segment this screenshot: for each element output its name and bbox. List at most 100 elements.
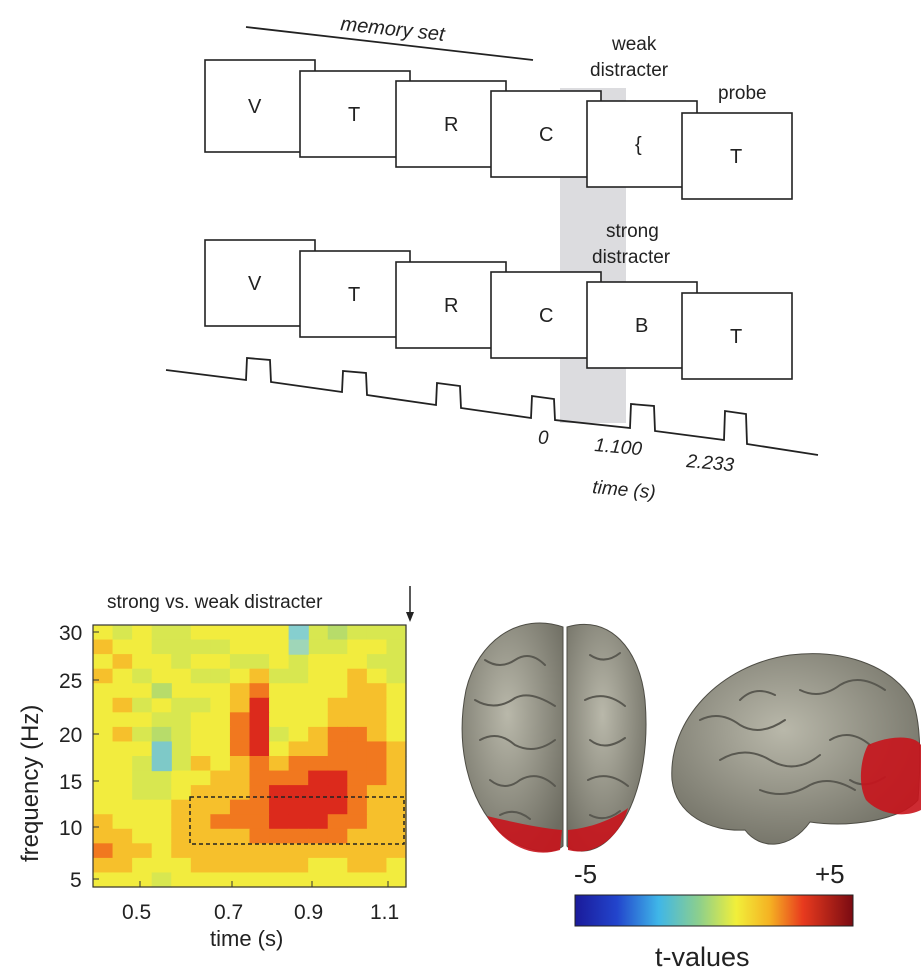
heatmap-cell xyxy=(229,625,251,641)
heatmap-cell xyxy=(249,814,270,830)
heatmap-cell xyxy=(93,668,114,684)
y-tick-label: 25 xyxy=(59,670,82,693)
heatmap-cell xyxy=(347,625,368,641)
heatmap-cell xyxy=(347,799,368,815)
heatmap-cell xyxy=(112,712,133,728)
heatmap-cell xyxy=(132,857,153,874)
heatmap-cell xyxy=(249,785,270,801)
heatmap-cell xyxy=(249,639,270,655)
heatmap-cell xyxy=(249,726,270,743)
heatmap-cell xyxy=(308,668,329,684)
heatmap-cell xyxy=(151,814,172,830)
heatmap-cell xyxy=(308,712,329,728)
heatmap-cell xyxy=(366,857,388,874)
heatmap-cell xyxy=(93,843,114,859)
heatmap-cell xyxy=(132,843,153,859)
heatmap-cell xyxy=(210,625,231,641)
heatmap-cell xyxy=(229,843,251,859)
heatmap-cell xyxy=(327,654,348,670)
colorbar: -5 +5 t-values xyxy=(574,859,854,972)
heatmap-cell xyxy=(229,799,251,815)
heatmap-cell xyxy=(93,857,114,874)
heatmap-cell xyxy=(288,668,309,684)
heatmap-cell xyxy=(288,639,309,655)
heatmap-cell xyxy=(210,770,231,786)
heatmap-cell xyxy=(171,683,192,699)
heatmap-cell xyxy=(190,756,211,772)
heatmap-cell xyxy=(366,785,388,801)
heatmap-cell xyxy=(386,639,407,655)
heatmap-cell xyxy=(229,683,251,699)
heatmap-cell xyxy=(366,799,388,815)
brain-top-view xyxy=(461,622,647,853)
weak-distracter-label-1: weak xyxy=(611,34,657,55)
heatmap-cell xyxy=(366,668,388,684)
heatmap-cell xyxy=(171,756,192,772)
brain-side-view xyxy=(671,653,921,845)
heatmap-cell xyxy=(229,741,251,757)
heatmap-cell xyxy=(366,872,388,888)
heatmap-cell xyxy=(327,872,348,888)
bottom-row-letter-0: V xyxy=(248,273,262,295)
tfr-x-ticks: 0.5 0.7 0.9 1.1 xyxy=(122,881,399,924)
heatmap-cell xyxy=(190,654,211,670)
heatmap-cell xyxy=(327,857,348,874)
heatmap-cell xyxy=(151,799,172,815)
heatmap-cell xyxy=(151,785,172,801)
bottom-row-letter-4: B xyxy=(635,315,648,337)
heatmap-cell xyxy=(210,843,231,859)
heatmap-cell xyxy=(269,799,290,815)
heatmap-cell xyxy=(288,654,309,670)
tfr-panel: strong vs. weak distracter 5 10 15 20 25 30 0… xyxy=(17,586,414,951)
heatmap-cell xyxy=(308,756,329,772)
heatmap-cell xyxy=(190,785,211,801)
heatmap-cell xyxy=(171,770,192,786)
heatmap-cell xyxy=(308,857,329,874)
heatmap-cell xyxy=(151,828,172,844)
heatmap-cell xyxy=(93,741,114,757)
heatmap-cell xyxy=(269,741,290,757)
tfr-heatmap xyxy=(93,625,407,888)
top-row-letter-5: T xyxy=(730,146,742,168)
heatmap-cell xyxy=(93,756,114,772)
bottom-row-frame-5 xyxy=(681,292,793,380)
heatmap-cell xyxy=(229,668,251,684)
heatmap-cell xyxy=(190,639,211,655)
heatmap-cell xyxy=(229,654,251,670)
heatmap-cell xyxy=(93,785,114,801)
time-tick-2233: 2.233 xyxy=(685,451,736,476)
heatmap-cell xyxy=(269,785,290,801)
heatmap-cell xyxy=(269,814,290,830)
top-row-letter-2: R xyxy=(444,114,458,136)
heatmap-cell xyxy=(112,770,133,786)
heatmap-cell xyxy=(366,654,388,670)
heatmap-cell xyxy=(308,770,329,786)
heatmap-cell xyxy=(386,697,407,713)
sulci-top xyxy=(474,652,629,820)
heatmap-cell xyxy=(308,683,329,699)
heatmap-cell xyxy=(132,741,153,757)
heatmap-cell xyxy=(190,843,211,859)
heatmap-cell xyxy=(190,741,211,757)
top-row-frame-3 xyxy=(490,90,602,178)
left-hemisphere xyxy=(461,622,564,852)
bottom-row-frames: V T R C B T xyxy=(204,239,793,380)
top-row-frame-2 xyxy=(395,80,507,168)
heatmap-cell xyxy=(210,799,231,815)
heatmap-cell xyxy=(132,683,153,699)
heatmap-cell xyxy=(132,828,153,844)
heatmap-cell xyxy=(171,799,192,815)
heatmap-cell xyxy=(171,814,192,830)
heatmap-cell xyxy=(308,697,329,713)
bottom-row-frame-0 xyxy=(204,239,316,327)
heatmap-cell xyxy=(308,843,329,859)
heatmap-cell xyxy=(210,828,231,844)
heatmap-cell xyxy=(190,726,211,743)
heatmap-cell xyxy=(112,814,133,830)
heatmap-cell xyxy=(229,639,251,655)
heatmap-cell xyxy=(132,726,153,743)
heatmap-cell xyxy=(171,872,192,888)
heatmap-cell xyxy=(347,712,368,728)
heatmap-cell xyxy=(112,654,133,670)
top-row-frame-0 xyxy=(204,59,316,153)
